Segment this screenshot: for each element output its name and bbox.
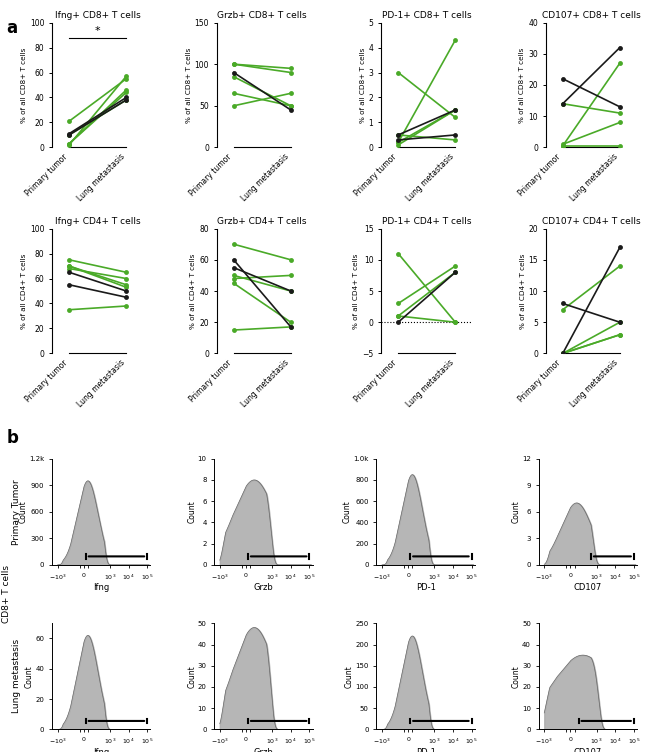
X-axis label: PD-1: PD-1 (416, 584, 436, 593)
Y-axis label: % of all CD8+ T cells: % of all CD8+ T cells (186, 47, 192, 123)
X-axis label: Grzb: Grzb (254, 747, 273, 752)
Title: Grzb+ CD4+ T cells: Grzb+ CD4+ T cells (218, 217, 307, 226)
X-axis label: Ifng: Ifng (93, 747, 109, 752)
Y-axis label: % of all CD8+ T cells: % of all CD8+ T cells (359, 47, 366, 123)
X-axis label: Ifng: Ifng (93, 584, 109, 593)
Y-axis label: % of all CD8+ T cells: % of all CD8+ T cells (519, 47, 525, 123)
Y-axis label: Count: Count (187, 500, 196, 523)
Text: Primary Tumor: Primary Tumor (12, 479, 21, 544)
Y-axis label: Count: Count (25, 665, 34, 688)
Y-axis label: % of all CD4+ T cells: % of all CD4+ T cells (190, 253, 196, 329)
X-axis label: Grzb: Grzb (254, 584, 273, 593)
Text: CD8+ T cells: CD8+ T cells (2, 565, 11, 623)
Y-axis label: Count: Count (345, 665, 354, 688)
Y-axis label: Count: Count (512, 500, 521, 523)
X-axis label: CD107: CD107 (574, 584, 602, 593)
Text: *: * (95, 26, 101, 36)
Y-axis label: Count: Count (187, 665, 196, 688)
Title: Grzb+ CD8+ T cells: Grzb+ CD8+ T cells (217, 11, 307, 20)
Text: b: b (6, 429, 18, 447)
Title: PD-1+ CD4+ T cells: PD-1+ CD4+ T cells (382, 217, 471, 226)
Y-axis label: Count: Count (512, 665, 521, 688)
X-axis label: PD-1: PD-1 (416, 747, 436, 752)
Title: CD107+ CD4+ T cells: CD107+ CD4+ T cells (542, 217, 641, 226)
Text: Lung metastasis: Lung metastasis (12, 639, 21, 714)
Title: Ifng+ CD8+ T cells: Ifng+ CD8+ T cells (55, 11, 140, 20)
Y-axis label: % of all CD4+ T cells: % of all CD4+ T cells (519, 253, 526, 329)
Y-axis label: % of all CD4+ T cells: % of all CD4+ T cells (21, 253, 27, 329)
Title: CD107+ CD8+ T cells: CD107+ CD8+ T cells (542, 11, 641, 20)
X-axis label: CD107: CD107 (574, 747, 602, 752)
Y-axis label: Count: Count (19, 500, 28, 523)
Y-axis label: % of all CD4+ T cells: % of all CD4+ T cells (354, 253, 359, 329)
Y-axis label: % of all CD8+ T cells: % of all CD8+ T cells (21, 47, 27, 123)
Y-axis label: Count: Count (343, 500, 352, 523)
Title: Ifng+ CD4+ T cells: Ifng+ CD4+ T cells (55, 217, 140, 226)
Text: a: a (6, 19, 18, 37)
Title: PD-1+ CD8+ T cells: PD-1+ CD8+ T cells (382, 11, 472, 20)
